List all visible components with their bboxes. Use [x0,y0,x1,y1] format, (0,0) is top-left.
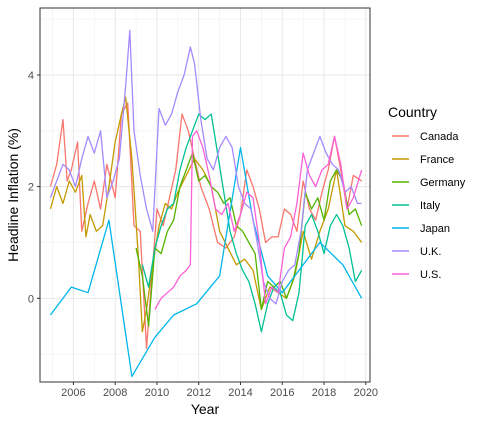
x-axis: 2006 2008 2010 2012 2014 2016 2018 2020 [61,382,378,399]
legend-label-u-s: U.S. [420,269,441,281]
y-axis-title: Headline Inflation (%) [5,128,21,262]
x-tick-label: 2010 [145,387,169,399]
series-line-japan [49,146,363,378]
x-tick-label: 2012 [186,387,210,399]
series-lines [49,29,363,378]
legend-label-japan: Japan [420,223,450,235]
x-tick-label: 2020 [354,387,378,399]
legend-label-italy: Italy [420,200,441,212]
series-line-canada [49,102,363,350]
y-tick-label: 2 [28,182,34,194]
grid-minor [40,8,370,382]
y-tick-label: 4 [28,70,34,82]
legend-title: Country [388,104,437,120]
series-line-italy [141,113,363,333]
x-tick-label: 2018 [312,387,336,399]
x-tick-label: 2014 [228,387,252,399]
legend-label-france: France [420,154,454,166]
y-axis: 0 2 4 [28,70,40,305]
y-tick-label: 0 [28,293,34,305]
legend-label-u-k: U.K. [420,246,441,258]
series-line-u-k [49,29,362,305]
panel-border [39,7,371,383]
x-tick-label: 2016 [270,387,294,399]
legend-label-canada: Canada [420,131,459,143]
legend: Country Canada France Germany Italy Japan U.K… [388,104,466,281]
x-axis-title: Year [191,401,220,417]
x-tick-label: 2006 [61,387,85,399]
series-line-germany [135,152,363,327]
legend-label-germany: Germany [420,177,466,189]
series-line-u-s [154,130,363,310]
x-tick-label: 2008 [103,387,127,399]
